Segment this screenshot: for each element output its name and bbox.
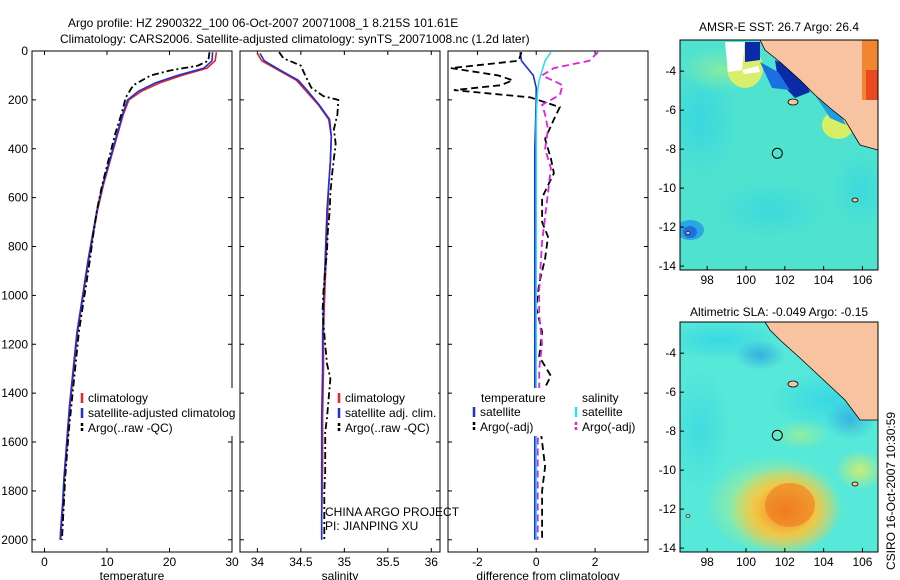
sla-map-frame <box>679 321 879 553</box>
temperature-xtick-label: 20 <box>163 555 177 569</box>
map-ytick-label: -8 <box>665 424 676 438</box>
depth-tick-label: 800 <box>8 240 28 254</box>
sst-map-axes: 98 100 102 104 106 -4 -6 -8 -10 -12 -14 <box>659 64 873 287</box>
map-xtick-label: 104 <box>814 555 834 569</box>
temperature-legend-box <box>78 388 248 436</box>
figure-title-line1: Argo profile: HZ 2900322_100 06-Oct-2007… <box>68 16 458 30</box>
map-ytick-label: -12 <box>659 220 677 234</box>
salinity-legend-label: climatology <box>345 391 405 405</box>
difference-xlabel: difference from climatology <box>476 569 619 580</box>
map-xtick-label: 102 <box>775 555 795 569</box>
difference-xtick-label: 2 <box>592 555 599 569</box>
temperature-xtick-label: 10 <box>100 555 114 569</box>
map-ytick-label: -14 <box>659 259 677 273</box>
temperature-series-argo-raw-qc- <box>61 52 211 540</box>
difference-axes-box <box>447 50 649 553</box>
depth-tick-label: 1800 <box>1 484 28 498</box>
map-xtick-label: 106 <box>852 555 872 569</box>
map-ytick-label: -4 <box>665 64 676 78</box>
csiro-timestamp: CSIRO 16-Oct-2007 10:30:59 <box>884 412 898 570</box>
difference-series-temperature-argo-adj- <box>450 51 562 540</box>
map-ytick-label: -4 <box>665 346 676 360</box>
temperature-xlabel: temperature <box>100 569 165 580</box>
map-ytick-label: -8 <box>665 142 676 156</box>
sla-map-title: Altimetric SLA: -0.049 Argo: -0.15 <box>690 305 868 319</box>
argo-position-marker <box>771 429 783 441</box>
temperature-panel: 0 10 20 30 0 200 400 600 800 1000 1200 1400 1600 1800… <box>1 44 248 580</box>
map-xtick-label: 98 <box>700 555 714 569</box>
salinity-series-climatology <box>256 52 333 540</box>
temperature-legend-label: Argo(..raw -QC) <box>88 421 173 435</box>
temperature-legend-label: satellite-adjusted climatolog <box>88 406 235 420</box>
sst-map-field <box>680 40 878 270</box>
figure-title-line2: Climatology: CARS2006. Satellite-adjuste… <box>60 32 530 46</box>
difference-xtick-label: 0 <box>533 555 540 569</box>
project-annotation: PI: JIANPING XU <box>325 519 418 533</box>
map-ytick-label: -6 <box>665 385 676 399</box>
salinity-legend-label: satellite adj. clim. <box>345 406 436 420</box>
salinity-xtick-label: 34 <box>251 555 265 569</box>
map-xtick-label: 100 <box>736 273 756 287</box>
temperature-xtick-label: 0 <box>41 555 48 569</box>
argo-position-marker <box>771 147 783 159</box>
sst-map-panel: AMSR-E SST: 26.7 Argo: 26.4 9 <box>659 20 879 287</box>
salinity-xtick-label: 35 <box>338 555 352 569</box>
depth-tick-label: 2000 <box>1 533 28 547</box>
map-ytick-label: -14 <box>659 541 677 555</box>
map-ytick-label: -10 <box>659 463 677 477</box>
salinity-legend-box <box>333 388 438 436</box>
temperature-legend-label: climatology <box>88 391 148 405</box>
depth-tick-label: 1200 <box>1 337 28 351</box>
difference-legend-label: Argo(-adj) <box>582 420 635 434</box>
map-ytick-label: -10 <box>659 181 677 195</box>
depth-tick-label: 200 <box>8 93 28 107</box>
depth-tick-label: 1600 <box>1 435 28 449</box>
map-xtick-label: 98 <box>700 273 714 287</box>
salinity-legend-label: Argo(..raw -QC) <box>345 421 430 435</box>
difference-legend-label: satellite <box>582 405 623 419</box>
map-xtick-label: 104 <box>814 273 834 287</box>
difference-series-salinity-argo-adj- <box>536 51 599 540</box>
depth-tick-label: 400 <box>8 142 28 156</box>
temperature-xtick-label: 30 <box>225 555 239 569</box>
map-xtick-label: 102 <box>775 273 795 287</box>
salinity-series-satellite-adj-clim- <box>259 52 333 540</box>
difference-legend-label: satellite <box>480 405 521 419</box>
map-xtick-label: 106 <box>852 273 872 287</box>
difference-legend-header: temperature <box>481 391 546 405</box>
difference-legend-box <box>468 388 643 436</box>
sla-map-panel: Altimetric SLA: -0.049 Argo: -0.15 98 100… <box>659 305 879 569</box>
salinity-panel: 34 34.5 35 35.5 36 salinity climatologysatelli… <box>239 50 460 580</box>
salinity-xlabel: salinity <box>322 569 359 580</box>
sst-map-title: AMSR-E SST: 26.7 Argo: 26.4 <box>699 20 859 34</box>
salinity-xtick-label: 34.5 <box>289 555 313 569</box>
depth-tick-label: 1400 <box>1 386 28 400</box>
salinity-series-argo-raw-qc- <box>278 51 340 540</box>
difference-legend-label: Argo(-adj) <box>480 420 533 434</box>
project-annotation: CHINA ARGO PROJECT <box>325 505 460 519</box>
sla-map-field <box>680 322 878 552</box>
difference-series-temperature-satellite <box>519 52 537 540</box>
map-xtick-label: 100 <box>736 555 756 569</box>
map-ytick-label: -12 <box>659 502 677 516</box>
difference-legend-header: salinity <box>582 391 619 405</box>
temperature-series-satellite-adjusted-climatology <box>59 52 214 540</box>
map-ytick-label: -6 <box>665 103 676 117</box>
sst-map-frame <box>679 39 879 271</box>
depth-tick-label: 1000 <box>1 288 28 302</box>
temperature-axes-box <box>31 50 233 553</box>
depth-tick-label: 0 <box>21 44 28 58</box>
difference-xtick-label: -2 <box>472 555 483 569</box>
salinity-xtick-label: 35.5 <box>376 555 400 569</box>
depth-tick-label: 600 <box>8 191 28 205</box>
salinity-axes-box <box>239 50 441 553</box>
sla-map-axes: 98 100 102 104 106 -4 -6 -8 -10 -12 -14 <box>659 346 873 569</box>
salinity-xtick-label: 36 <box>425 555 439 569</box>
